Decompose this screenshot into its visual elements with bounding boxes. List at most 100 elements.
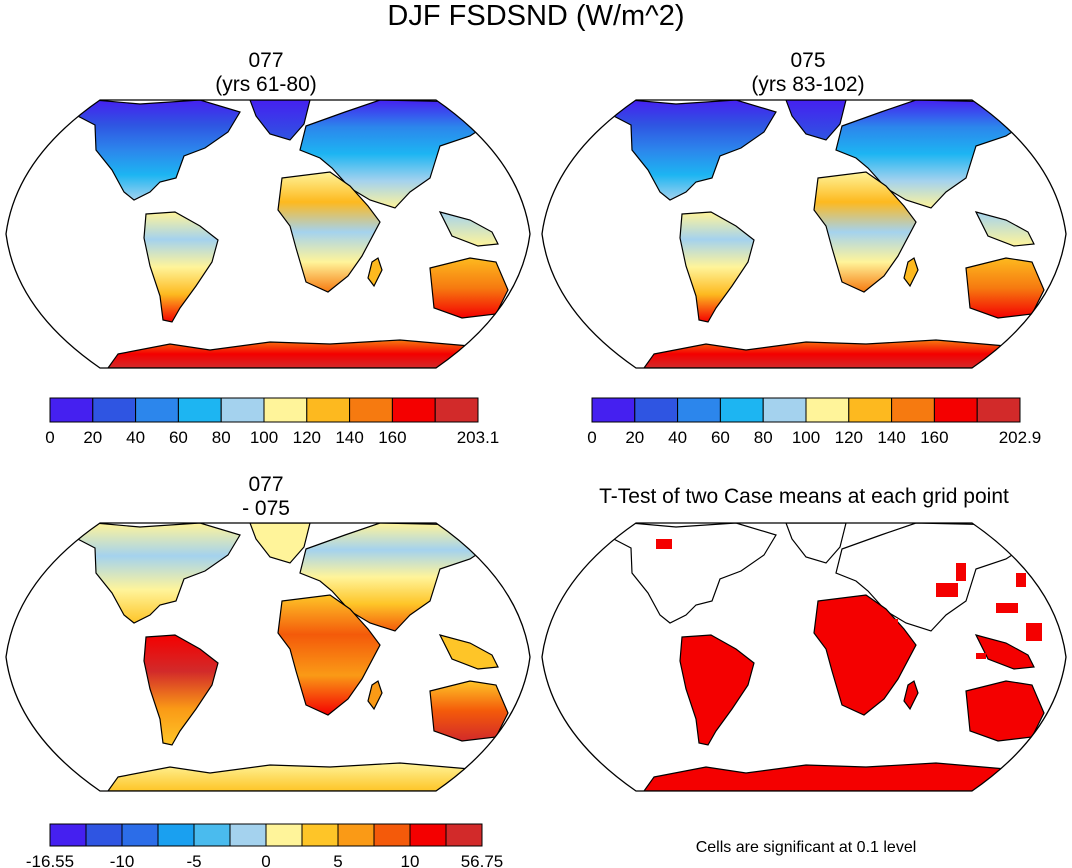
land-asia_se: [974, 634, 1035, 670]
colorbar-diff: -16.55 -10 -5 0 5 10 56.75: [26, 823, 504, 868]
colorbar-tick-label: 80: [212, 428, 231, 447]
colorbar-tick-label: 10: [401, 852, 420, 868]
land-madagascar: [367, 680, 383, 711]
significant-cell: [696, 703, 712, 717]
colorbar-tick-label: 60: [711, 428, 730, 447]
colorbar-tick-label: 202.9: [999, 428, 1042, 447]
land-africa: [277, 594, 381, 716]
colorbar-tick-label: -5: [186, 852, 201, 868]
colorbar-box: [933, 397, 978, 423]
colorbar-tick-label: 100: [250, 428, 278, 447]
colorbar-box: [135, 397, 179, 423]
panel-case2-title-line2: (yrs 83-102): [751, 73, 865, 96]
colorbar-box: [92, 397, 137, 423]
colorbar-box: [373, 823, 411, 847]
land-antarctica: [106, 339, 529, 368]
panel-ttest-title: T-Test of two Case means at each grid po…: [599, 485, 1009, 508]
land-antarctica: [642, 762, 1065, 791]
significant-cell: [712, 663, 734, 669]
colorbar-tick-label: -10: [110, 852, 135, 868]
map-outline: [5, 522, 531, 792]
colorbar-box: [409, 823, 447, 847]
map-case2: [541, 99, 1067, 369]
colorbar-tick-label: 5: [333, 852, 342, 868]
panel-diff-title-line1: 077: [248, 473, 284, 496]
land-europe: [299, 523, 502, 632]
land-europe: [835, 523, 1038, 632]
significant-cell: [846, 663, 856, 681]
colorbar-box: [177, 397, 222, 423]
map-outline: [5, 99, 531, 369]
panel-diff-title-line2: - 075: [242, 497, 290, 520]
colorbar-box: [85, 823, 123, 847]
map-outline: [541, 522, 1067, 792]
colorbar-tick-label: 20: [625, 428, 644, 447]
land-samerica: [679, 634, 755, 746]
significant-cell: [836, 623, 846, 629]
colorbar-box: [848, 397, 893, 423]
colorbar-tick-label: 60: [169, 428, 188, 447]
map-diff: [5, 522, 531, 792]
land-greenland: [785, 523, 847, 564]
colorbar-tick-label: 160: [920, 428, 948, 447]
colorbar-box: [805, 397, 850, 423]
panel-case1-title-line1: 077: [248, 49, 284, 72]
colorbar-box: [337, 823, 375, 847]
significant-cell: [996, 603, 1018, 613]
land-antarctica: [642, 339, 1065, 368]
land-madagascar: [903, 257, 919, 288]
significance-note: Cells are significant at 0.1 level: [695, 839, 917, 856]
significant-cell: [976, 653, 986, 659]
colorbar-tick-label: 80: [754, 428, 773, 447]
figure-title: DJF FSDSND (W/m^2): [387, 0, 685, 32]
colorbar-box: [301, 823, 339, 847]
colorbar-tick-label: 0: [261, 852, 270, 868]
colorbar-box: [49, 397, 94, 423]
colorbar-box: [220, 397, 265, 423]
significant-cell: [656, 539, 672, 549]
colorbar-box: [634, 397, 679, 423]
colorbar-tick-label: 120: [835, 428, 863, 447]
colorbar-tick-label: 203.1: [457, 428, 500, 447]
significant-cell: [956, 563, 966, 581]
land-greenland: [249, 523, 311, 564]
significant-cell: [876, 619, 898, 633]
land-samerica: [143, 634, 219, 746]
land-europe: [299, 100, 502, 209]
significant-cell: [726, 685, 736, 695]
map-outline: [541, 99, 1067, 369]
significant-cell: [1026, 623, 1042, 641]
colorbar-tick-label: 140: [335, 428, 363, 447]
land-africa: [277, 171, 381, 293]
colorbar-tick-label: 160: [378, 428, 406, 447]
land-australia: [429, 257, 509, 319]
land-australia: [965, 257, 1045, 319]
land-madagascar: [903, 680, 919, 711]
land-asia_se: [438, 211, 499, 247]
colorbar-box: [193, 823, 231, 847]
colorbar-box: [434, 397, 479, 423]
colorbar-box: [591, 397, 636, 423]
colorbar-box: [677, 397, 721, 423]
colorbar-box: [762, 397, 807, 423]
colorbar-box: [263, 397, 308, 423]
colorbar-box: [391, 397, 436, 423]
colorbar-case1: 0 20 40 60 80 100 120 140 160 203.1: [45, 397, 500, 447]
colorbar-box: [306, 397, 351, 423]
land-asia_se: [974, 211, 1035, 247]
colorbar-box: [719, 397, 764, 423]
colorbar-tick-label: 20: [83, 428, 102, 447]
significant-cell: [1016, 573, 1026, 587]
colorbar-box: [976, 397, 1021, 423]
land-greenland: [249, 100, 311, 141]
panel-case1-title-line2: (yrs 61-80): [215, 73, 317, 96]
land-australia: [429, 680, 509, 742]
land-africa: [813, 171, 917, 293]
significant-cell: [856, 639, 872, 649]
colorbar-tick-label: 120: [293, 428, 321, 447]
land-australia: [965, 680, 1045, 742]
significant-cell: [1016, 703, 1038, 721]
colorbar-tick-label: 56.75: [461, 852, 504, 868]
colorbar-box: [265, 823, 303, 847]
colorbar-tick-label: 40: [668, 428, 687, 447]
